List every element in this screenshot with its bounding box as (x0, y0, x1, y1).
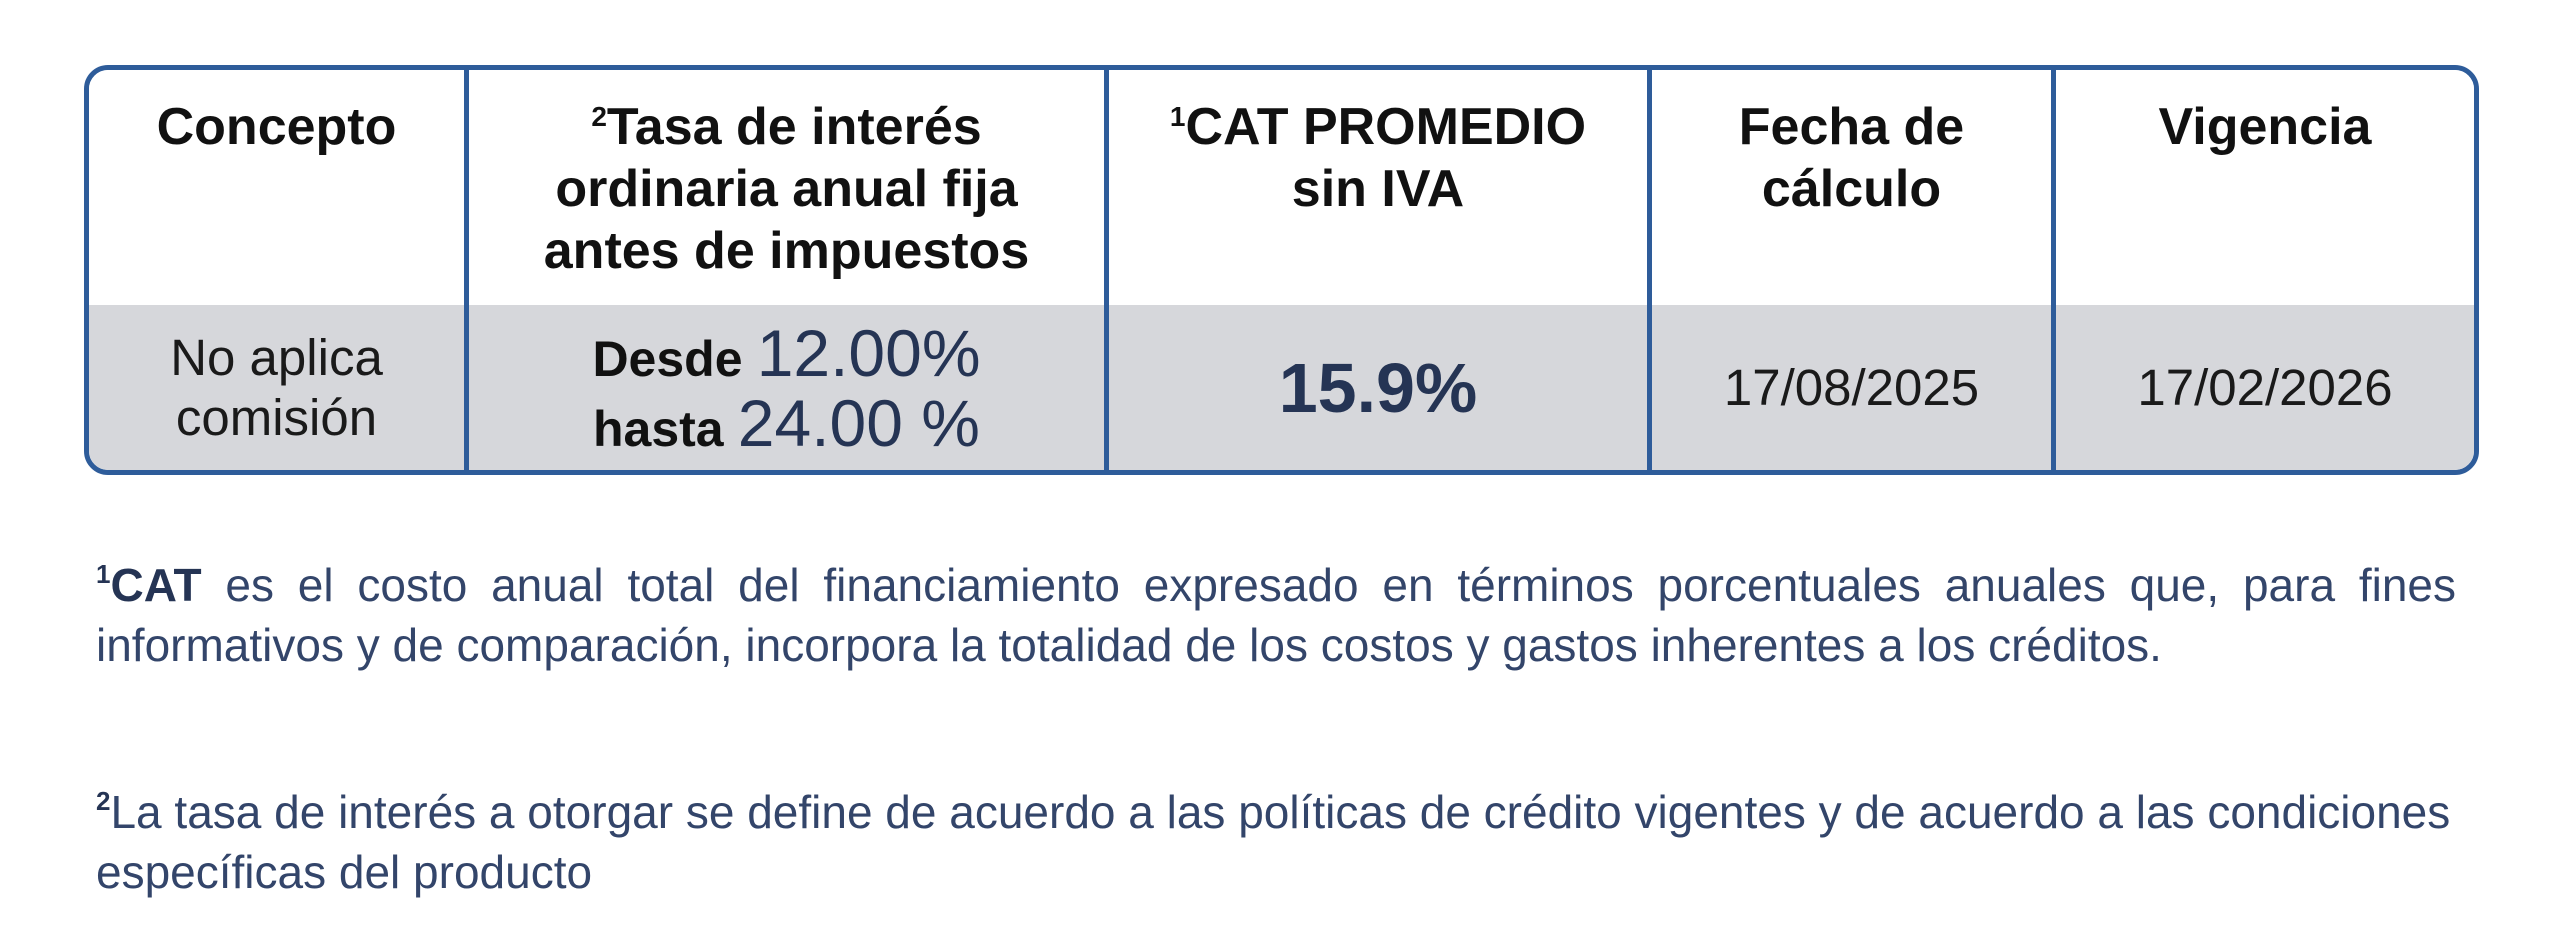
cat-value: 15.9% (1278, 348, 1478, 427)
header-concepto-label: Concepto (156, 98, 397, 156)
cell-vigencia: 17/02/2026 (2051, 305, 2474, 470)
header-tasa: 2Tasa de interés ordinaria anual fija an… (464, 70, 1104, 305)
header-cat-sup: 1 (1169, 101, 1186, 132)
footnote-1: 1CAT es el costo anual total del financi… (96, 555, 2456, 675)
rate-from-label: Desde (592, 330, 743, 387)
header-cat: 1CAT PROMEDIO sin IVA (1104, 70, 1647, 305)
header-concepto: Concepto (89, 70, 464, 305)
rate-range: Desde 12.00% hasta 24.00 % (592, 320, 980, 461)
footnote-2-text: La tasa de interés a otorgar se define d… (96, 786, 2451, 898)
cell-tasa: Desde 12.00% hasta 24.00 % (464, 305, 1104, 470)
rate-to-value: 24.00 % (737, 385, 980, 460)
fecha-calculo-value: 17/08/2025 (1723, 358, 1980, 416)
header-fecha: Fecha de cálculo (1647, 70, 2051, 305)
header-tasa-sup: 2 (591, 101, 607, 132)
rate-to-line: hasta 24.00 % (593, 390, 980, 461)
concepto-value: No aplica comisión (170, 328, 383, 446)
header-cat-label: CAT PROMEDIO sin IVA (1185, 98, 1587, 218)
cell-concepto: No aplica comisión (89, 305, 464, 470)
rate-to-label: hasta (593, 400, 724, 457)
header-fecha-label: Fecha de cálculo (1738, 98, 1965, 218)
footnote-2-sup: 2 (96, 786, 111, 816)
header-vigencia: Vigencia (2051, 70, 2474, 305)
header-tasa-text: 2Tasa de interés ordinaria anual fija an… (507, 96, 1067, 282)
cell-cat: 15.9% (1104, 305, 1647, 470)
footnote-1-term: CAT (110, 559, 202, 611)
header-tasa-label: Tasa de interés ordinaria anual fija ant… (543, 98, 1030, 280)
footnote-1-text: es el costo anual total del financiamien… (96, 559, 2456, 671)
rate-from-value: 12.00% (756, 315, 981, 390)
header-cat-text: 1CAT PROMEDIO sin IVA (1148, 96, 1608, 220)
footnote-2: 2La tasa de interés a otorgar se define … (96, 782, 2456, 902)
header-vigencia-label: Vigencia (2158, 98, 2372, 156)
rate-from-line: Desde 12.00% (592, 320, 980, 391)
vigencia-value: 17/02/2026 (2137, 358, 2393, 416)
rate-table: Concepto 2Tasa de interés ordinaria anua… (84, 65, 2479, 475)
footnote-1-sup: 1 (96, 559, 111, 589)
cell-fecha: 17/08/2025 (1647, 305, 2051, 470)
